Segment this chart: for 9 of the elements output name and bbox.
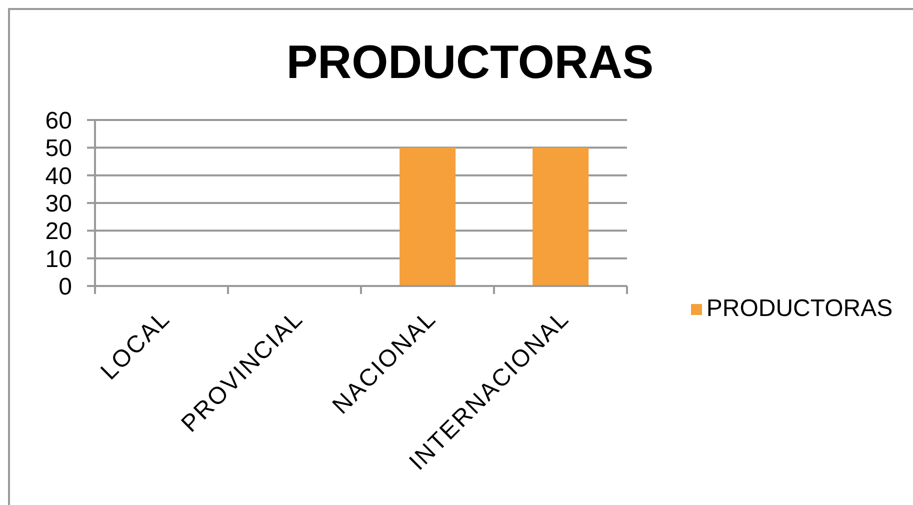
- y-tick-label: 40: [45, 162, 72, 190]
- y-tick-label: 20: [45, 218, 72, 246]
- y-tick-label: 60: [45, 108, 72, 135]
- y-tick-label: 10: [45, 246, 72, 273]
- y-tick-label: 30: [45, 190, 72, 218]
- chart-title: PRODUCTORAS: [285, 35, 655, 88]
- y-tick-label: 50: [45, 135, 72, 162]
- y-tick-label: 0: [58, 274, 72, 301]
- legend-label: PRODUCTORAS: [706, 295, 893, 322]
